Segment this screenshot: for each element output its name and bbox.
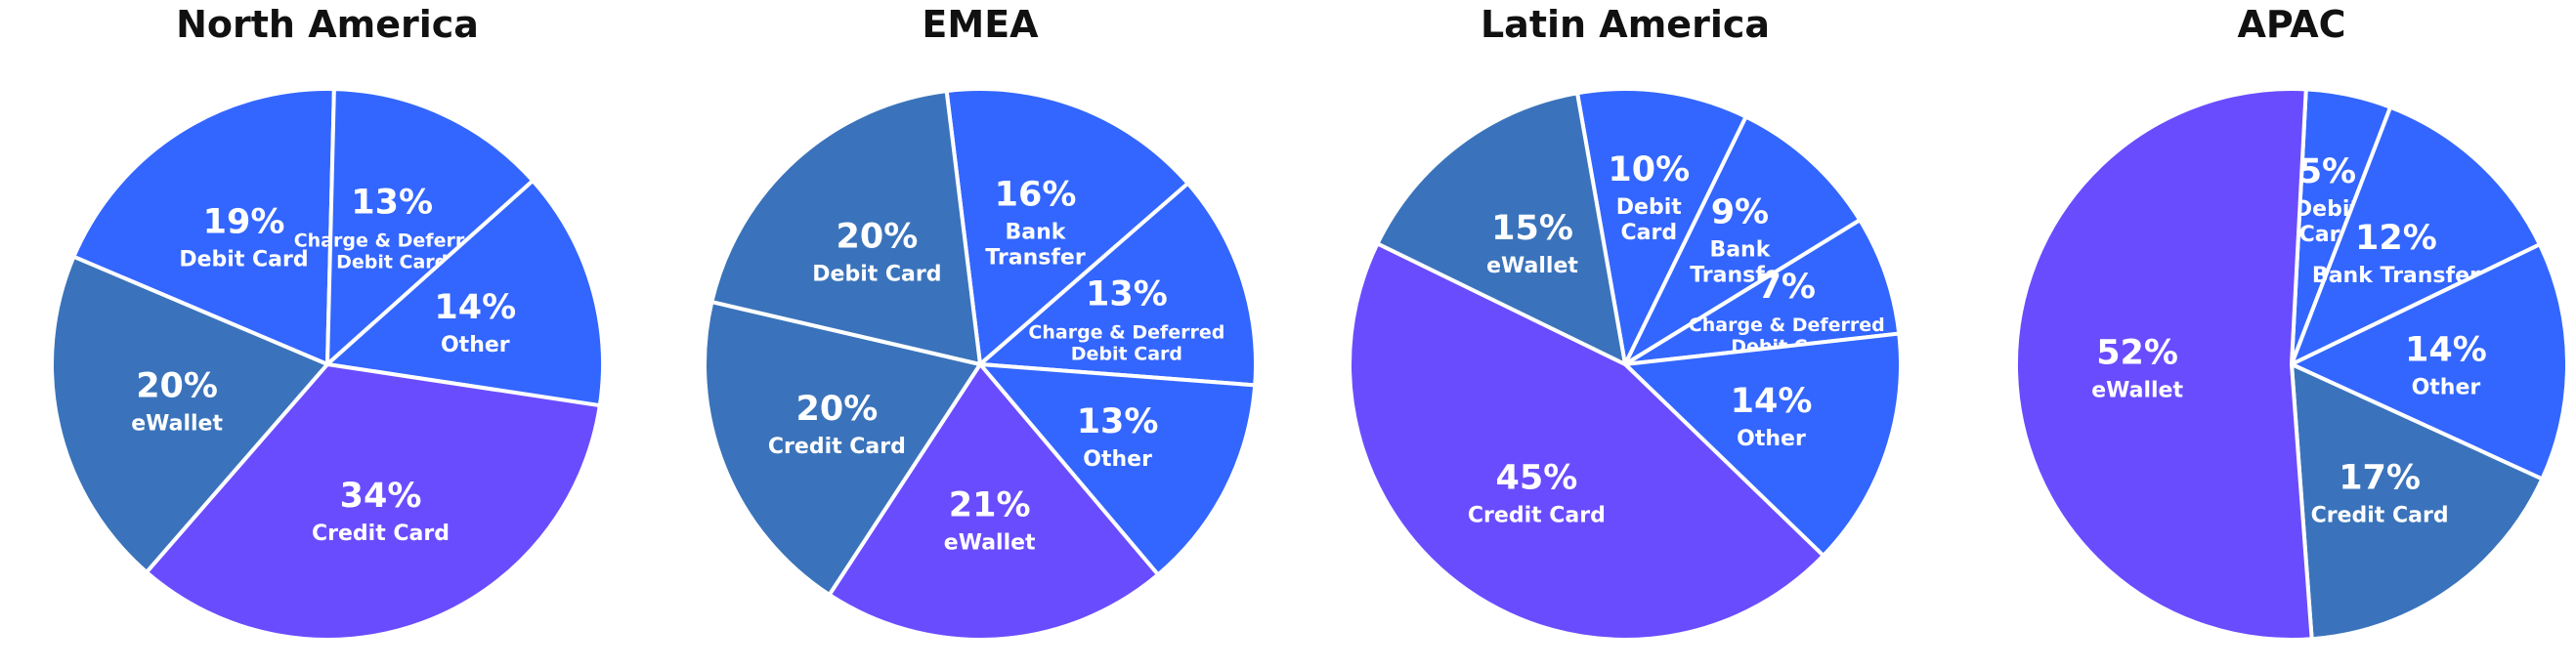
slice-percent-label: 14% (2405, 330, 2487, 369)
pie-slice-other (978, 362, 1258, 577)
chart-title-emea: EMEA (922, 3, 1039, 46)
pie-slice-debit-card (1575, 87, 1748, 366)
pie-slice-bank-transfer (1623, 114, 1863, 366)
slice-category-label: Charge & Deferred (1689, 314, 1885, 336)
pie-slice-credit-card (2290, 362, 2545, 642)
slice-category-label: Card (1621, 221, 1678, 245)
slice-category-label: Bank Transfer (2312, 264, 2480, 288)
slice-category-label: Debit Card (336, 252, 448, 273)
slice-percent-label: 15% (1491, 209, 1573, 248)
slice-category-label: Debit (1616, 195, 1682, 220)
slice-percent-label: 14% (434, 288, 516, 327)
slice-category-label: Other (1083, 447, 1152, 472)
pie-slice-ewallet (827, 362, 1161, 642)
slice-category-label: eWallet (131, 412, 223, 437)
slice-category-label: Other (1737, 427, 1806, 451)
slice-percent-label: 21% (949, 486, 1031, 525)
pie-slice-credit-card (1348, 241, 1825, 642)
pie-slice-other (1623, 331, 1903, 558)
pie-slice-charge-and-deferred-debit-card (978, 181, 1258, 388)
slice-category-label: Transfer (985, 246, 1086, 271)
slice-percent-label: 7% (1758, 268, 1816, 307)
slice-category-label: eWallet (1486, 254, 1578, 278)
pie-slice-credit-card (703, 300, 982, 597)
slice-category-label: Charge & Deferred (294, 230, 491, 252)
slice-category-label: Other (441, 333, 510, 357)
slice-category-label: Debit Card (1071, 343, 1182, 364)
pie-slice-ewallet (1375, 91, 1627, 366)
slice-percent-label: 16% (995, 176, 1077, 215)
slice-category-label: Credit Card (1468, 503, 1606, 527)
chart-title-apac: APAC (2237, 3, 2345, 46)
slice-percent-label: 52% (2096, 334, 2178, 373)
chart-title-latin-america: Latin America (1481, 3, 1770, 46)
chart-title-north-america: North America (176, 3, 479, 46)
slice-category-label: Credit Card (2311, 504, 2449, 528)
pie-slice-credit-card (144, 362, 602, 642)
pie-slice-charge-and-deferred-debit-card (1623, 218, 1902, 366)
slice-percent-label: 17% (2339, 459, 2421, 498)
slice-percent-label: 34% (340, 477, 422, 516)
slice-percent-label: 10% (1608, 150, 1690, 189)
slice-percent-label: 13% (1077, 402, 1159, 441)
pie-slice-debit-card (71, 87, 336, 366)
pie-slice-debit-card (709, 89, 982, 366)
slice-percent-label: 45% (1496, 458, 1578, 497)
slice-category-label: Credit Card (312, 522, 450, 546)
slice-category-label: eWallet (944, 531, 1036, 556)
slice-percent-label: 20% (136, 367, 218, 406)
slice-percent-label: 20% (837, 218, 919, 257)
pie-slice-charge-and-deferred-debit-card (325, 87, 536, 366)
slice-percent-label: 12% (2355, 219, 2437, 258)
slice-category-label: Credit Card (768, 435, 906, 459)
slice-percent-label: 14% (1731, 382, 1813, 421)
slice-category-label: Charge & Deferred (1028, 321, 1224, 343)
pie-slice-ewallet (2013, 87, 2314, 642)
pie-slice-other (325, 179, 605, 408)
slice-category-label: Other (2412, 375, 2481, 399)
slice-category-label: eWallet (2091, 379, 2183, 403)
slice-category-label: Bank (1006, 221, 1067, 245)
slice-percent-label: 5% (2298, 152, 2356, 191)
slice-percent-label: 20% (796, 390, 879, 429)
slice-category-label: Bank (1709, 238, 1771, 263)
pie-slice-bank-transfer (2290, 105, 2542, 366)
slice-category-label: Debit Card (179, 247, 308, 272)
slice-percent-label: 19% (203, 202, 285, 241)
slice-percent-label: 13% (351, 184, 433, 223)
slice-percent-label: 13% (1086, 274, 1168, 314)
slice-percent-label: 9% (1711, 193, 1769, 232)
pie-slice-ewallet (50, 254, 329, 574)
pie-slice-bank-transfer (944, 87, 1190, 366)
pie-slice-other (2290, 242, 2569, 482)
slice-category-label: Debit Card (812, 263, 941, 287)
